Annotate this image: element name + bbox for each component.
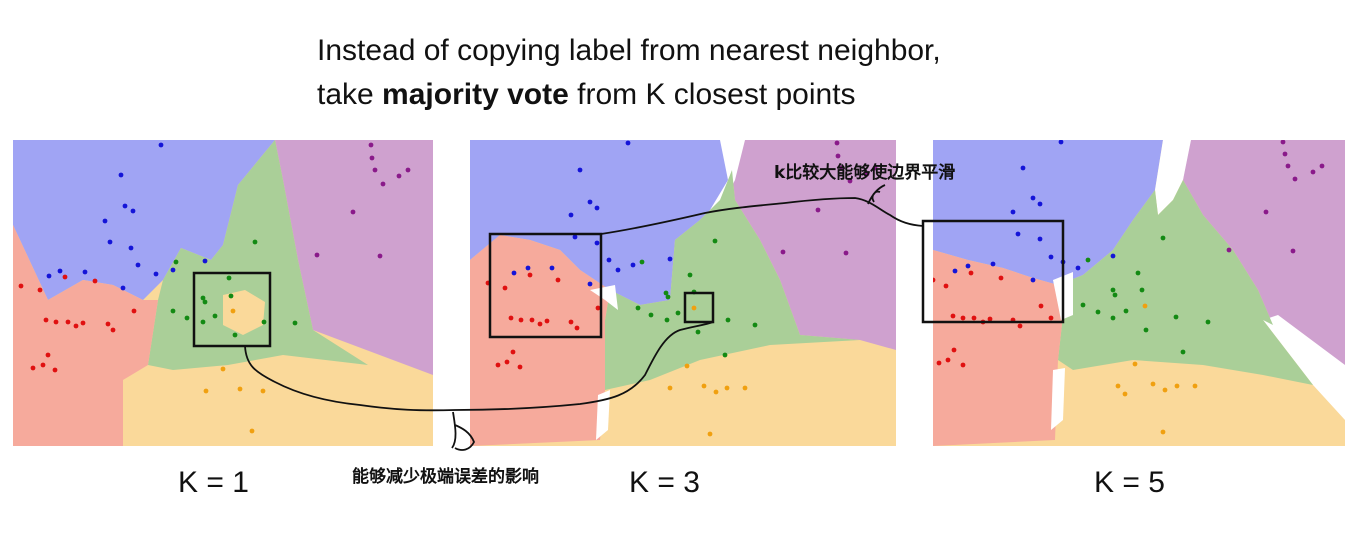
title-line-2: take majority vote from K closest points — [317, 78, 856, 112]
panel-label-k5: K = 5 — [1094, 466, 1165, 499]
region-purple — [1183, 140, 1345, 365]
region-blue — [470, 140, 728, 305]
region-white-top — [1155, 140, 1191, 215]
points-purple — [1226, 140, 1325, 254]
points-purple — [780, 140, 878, 256]
panel-label-k3: K = 3 — [629, 466, 700, 499]
region-white-right — [1263, 315, 1345, 420]
region-white-bottom — [1051, 368, 1065, 430]
panel-label-k1: K = 1 — [178, 466, 249, 499]
knn-panel-k3 — [470, 140, 896, 446]
title-prefix: take — [317, 78, 383, 111]
points-green — [1080, 235, 1211, 355]
points-red — [18, 274, 137, 373]
region-purple — [732, 140, 896, 350]
points-orange — [1115, 303, 1198, 435]
region-purple — [275, 140, 433, 375]
title-line-1: Instead of copying label from nearest ne… — [317, 34, 941, 67]
points-purple — [314, 142, 411, 259]
region-red — [13, 225, 158, 446]
annotation-reduce-outlier: 能够减少极端误差的影响 — [352, 467, 539, 487]
title-bold-phrase: majority vote — [382, 78, 569, 111]
title-suffix: from K closest points — [568, 78, 856, 111]
region-green — [1058, 180, 1313, 385]
knn-panel-k5 — [933, 140, 1345, 446]
knn-panel-k1 — [13, 140, 433, 446]
region-blue — [13, 140, 275, 300]
region-white-top — [710, 140, 745, 210]
points-blue — [46, 142, 208, 291]
annotation-smooth-boundary: k比较大能够使边界平滑 — [774, 163, 956, 183]
